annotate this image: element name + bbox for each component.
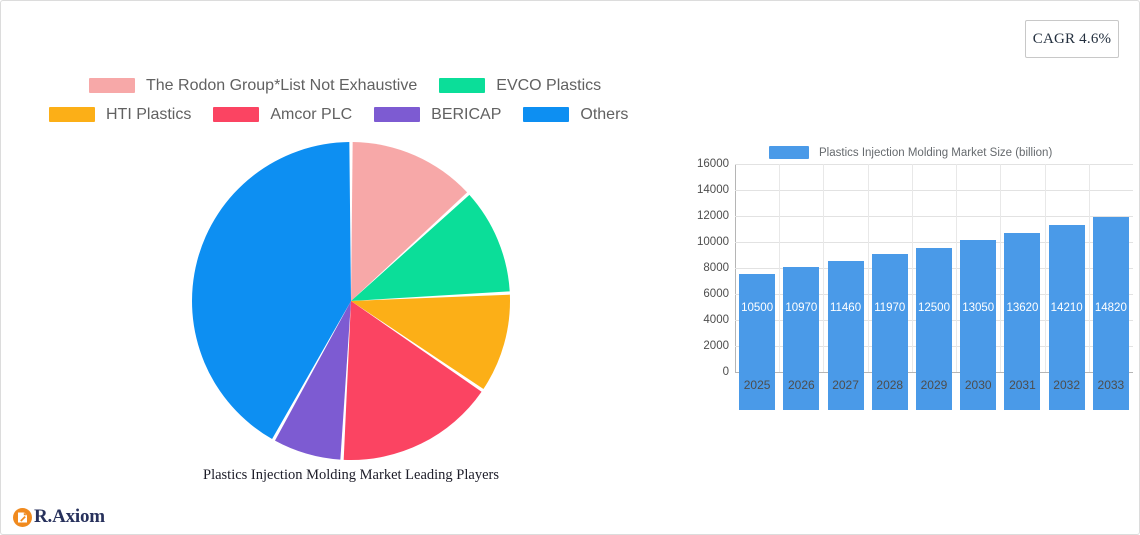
legend-swatch-rodon-group	[89, 78, 135, 93]
bar-value-label: 10500	[741, 302, 774, 314]
x-axis-tick-label: 2028	[876, 378, 904, 392]
legend-row-2: HTI Plastics Amcor PLC BERICAP Others	[49, 100, 649, 129]
bar-value-label: 11970	[874, 302, 906, 314]
legend-swatch-evco-plastics	[439, 78, 486, 93]
bar-value-label: 12500	[917, 302, 950, 314]
pie-legend-item[interactable]: The Rodon Group*List Not Exhaustive	[89, 77, 417, 95]
pie-legend-item[interactable]: HTI Plastics	[49, 106, 191, 124]
x-axis-tick-label: 2026	[787, 378, 815, 392]
legend-swatch-others	[523, 107, 570, 122]
y-axis-tick-label: 12000	[697, 210, 729, 222]
pie-slice[interactable]	[274, 301, 351, 460]
brand-logo: R.Axiom	[13, 506, 105, 528]
bar-column[interactable]: 11460	[823, 202, 867, 410]
bar[interactable]: 11460	[827, 261, 864, 410]
bar[interactable]: 10500	[739, 273, 776, 410]
category-separator	[823, 164, 825, 372]
bar-value-label: 11460	[829, 302, 862, 314]
bar-column[interactable]: 14210	[1045, 202, 1089, 410]
y-axis-tick-label: 2000	[703, 340, 729, 352]
pie-legend-item-label: The Rodon Group*List Not Exhaustive	[146, 76, 418, 94]
bar[interactable]: 12500	[915, 247, 952, 410]
axiom-mark-icon	[13, 507, 32, 527]
x-axis-tick-label: 2032	[1053, 378, 1080, 392]
category-separator	[779, 164, 781, 372]
pie-legend-item-label: HTI Plastics	[106, 105, 192, 123]
bar[interactable]: 10970	[783, 267, 820, 410]
bar-value-label: 14820	[1094, 302, 1127, 314]
legend-swatch-bericap	[374, 107, 421, 122]
pie-legend-item-label: Amcor PLC	[270, 105, 353, 123]
bar-value-label: 13620	[1006, 302, 1039, 314]
legend-row-1: The Rodon Group*List Not Exhaustive EVCO …	[49, 71, 649, 100]
bar[interactable]: 13050	[960, 240, 997, 410]
pie-legend-item[interactable]: BERICAP	[374, 106, 501, 124]
y-gridline	[735, 216, 1133, 217]
brand-logo-text: R.Axiom	[34, 506, 105, 527]
bar-value-label: 14210	[1050, 302, 1083, 314]
y-axis-tick-label: 6000	[703, 288, 729, 300]
y-axis-tick-label: 8000	[703, 262, 729, 274]
bar[interactable]: 14210	[1048, 225, 1085, 410]
cagr-badge-label: CAGR 4.6%	[1032, 30, 1112, 47]
y-axis-tick-label: 16000	[697, 158, 729, 170]
y-axis-tick-label: 4000	[703, 314, 729, 326]
x-axis-tick-label: 2031	[1009, 378, 1036, 392]
y-gridline	[735, 164, 1133, 165]
pie-chart	[191, 141, 511, 461]
bar-column[interactable]: 13050	[956, 202, 1000, 410]
pie-legend-item[interactable]: EVCO Plastics	[439, 77, 601, 95]
bar-value-label: 13050	[962, 302, 995, 314]
cagr-badge: CAGR 4.6%	[1025, 20, 1119, 58]
legend-swatch-hti-plastics	[49, 107, 95, 122]
bar-column[interactable]: 11970	[868, 202, 912, 410]
pie-chart-caption: Plastics Injection Molding Market Leadin…	[203, 467, 499, 483]
legend-swatch-market-size	[769, 146, 809, 159]
bar-column[interactable]: 13620	[1000, 202, 1044, 410]
bar-column[interactable]: 14820	[1089, 202, 1133, 410]
legend-swatch-amcor-plc	[213, 107, 260, 122]
pie-legend-item-label: EVCO Plastics	[496, 76, 602, 94]
pie-slice[interactable]	[351, 294, 510, 389]
pie-chart-legend: The Rodon Group*List Not Exhaustive EVCO …	[49, 71, 649, 129]
category-separator	[911, 164, 913, 372]
x-axis-tick-label: 2027	[832, 378, 859, 392]
category-separator	[867, 164, 869, 372]
x-axis-tick-label: 2030	[964, 378, 992, 392]
category-separator	[1000, 164, 1002, 372]
pie-legend-item[interactable]: Amcor PLC	[213, 106, 352, 124]
bar-column[interactable]: 12500	[912, 202, 956, 410]
pie-legend-item-label: Others	[580, 105, 629, 123]
bar-column[interactable]: 10970	[779, 202, 823, 410]
bar-chart: Plastics Injection Molding Market Size (…	[685, 142, 1137, 410]
y-gridline	[735, 190, 1133, 191]
bar-chart-plot-area: 0 2000 4000 6000 8000 10000 12000 14000 16000 105…	[685, 158, 1137, 410]
pie-legend-item-label: BERICAP	[431, 105, 502, 123]
pie-slice[interactable]	[351, 142, 468, 301]
x-axis-tick-label: 2025	[743, 378, 771, 392]
category-separator	[1088, 164, 1090, 372]
pie-slice[interactable]	[192, 142, 351, 440]
pie-slice[interactable]	[351, 194, 510, 301]
pie-chart-svg	[192, 142, 510, 460]
bar[interactable]: 13620	[1004, 232, 1041, 410]
category-separator	[1044, 164, 1046, 372]
x-axis-tick-label: 2033	[1097, 378, 1125, 392]
bar[interactable]: 14820	[1092, 217, 1129, 410]
y-axis-tick-label: 10000	[697, 236, 729, 248]
bar[interactable]: 11970	[871, 254, 908, 410]
y-axis-tick-label: 14000	[697, 184, 729, 196]
x-axis-tick-label: 2029	[920, 378, 948, 392]
bar-chart-legend-label: Plastics Injection Molding Market Size (…	[819, 146, 1053, 159]
pie-slice[interactable]	[343, 301, 482, 460]
bar-value-label: 10970	[785, 302, 818, 314]
bar-column[interactable]: 10500	[735, 202, 779, 410]
y-gridline	[735, 242, 1133, 243]
bar-chart-legend: Plastics Injection Molding Market Size (…	[769, 146, 1052, 159]
y-axis-tick-label: 0	[722, 366, 729, 378]
pie-legend-item[interactable]: Others	[523, 106, 628, 124]
category-separator	[956, 164, 958, 372]
